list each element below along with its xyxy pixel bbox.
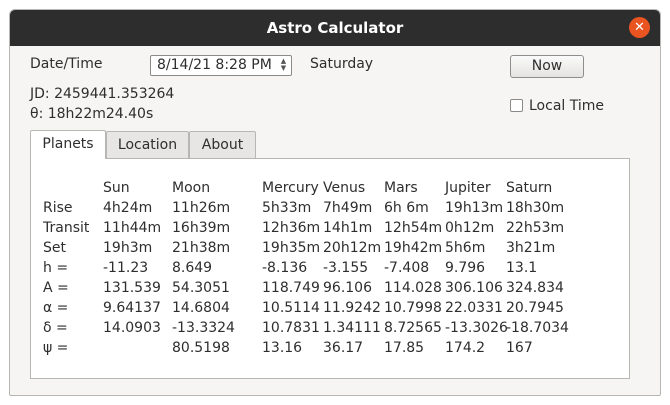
- julian-day-label: JD: 2459441.353264: [30, 86, 175, 102]
- astro-calculator-window: Astro Calculator ✕ Date/Time 8/14/21 8:2…: [9, 9, 661, 396]
- tab-planets[interactable]: Planets: [30, 130, 106, 159]
- table-cell: 174.2: [445, 340, 486, 356]
- row-label: Transit: [43, 220, 90, 236]
- table-cell: -7.408: [384, 260, 430, 276]
- datetime-value[interactable]: 8/14/21 8:28 PM: [157, 57, 272, 73]
- table-cell: 6h 6m: [384, 200, 429, 216]
- table-cell: 11h44m: [103, 220, 162, 236]
- table-cell: 17.85: [384, 340, 425, 356]
- planets-panel: Sun Moon Mercury Venus Mars Jupiter Saturn Rise…: [30, 158, 630, 379]
- table-cell: 10.7831: [262, 320, 320, 336]
- table-cell: 118.749: [262, 280, 320, 296]
- table-cell: 16h39m: [172, 220, 231, 236]
- table-cell: 114.028: [384, 280, 442, 296]
- table-cell: 14.0903: [103, 320, 161, 336]
- tab-about[interactable]: About: [189, 131, 256, 159]
- table-cell: -13.3324: [172, 320, 235, 336]
- table-cell: 20h12m: [323, 240, 382, 256]
- column-header: Sun: [103, 180, 130, 196]
- table-cell: 0h12m: [445, 220, 495, 236]
- table-cell: 36.17: [323, 340, 364, 356]
- table-cell: 5h33m: [262, 200, 312, 216]
- table-cell: 14h1m: [323, 220, 373, 236]
- table-cell: 54.3051: [172, 280, 230, 296]
- table-cell: -11.23: [103, 260, 149, 276]
- table-cell: -8.136: [262, 260, 308, 276]
- table-cell: 5h6m: [445, 240, 486, 256]
- column-header: Moon: [172, 180, 211, 196]
- table-cell: 9.64137: [103, 300, 161, 316]
- table-cell: 22.0331: [445, 300, 503, 316]
- table-cell: 131.539: [103, 280, 161, 296]
- table-cell: 21h38m: [172, 240, 231, 256]
- table-cell: 10.5114: [262, 300, 320, 316]
- table-cell: 12h54m: [384, 220, 443, 236]
- table-cell: 11.9242: [323, 300, 381, 316]
- window-title: Astro Calculator: [266, 19, 404, 37]
- table-cell: 167: [506, 340, 533, 356]
- table-cell: 19h3m: [103, 240, 153, 256]
- datetime-spinbox[interactable]: 8/14/21 8:28 PM ▲ ▼: [150, 55, 292, 76]
- table-cell: 7h49m: [323, 200, 373, 216]
- table-cell: 4h24m: [103, 200, 153, 216]
- local-time-label[interactable]: Local Time: [529, 98, 604, 114]
- datetime-label: Date/Time: [30, 56, 103, 72]
- table-cell: 80.5198: [172, 340, 230, 356]
- weekday-label: Saturday: [310, 56, 374, 72]
- table-cell: 19h35m: [262, 240, 321, 256]
- spin-arrows-icon[interactable]: ▲ ▼: [280, 57, 287, 72]
- row-label: α =: [43, 300, 69, 316]
- table-cell: 22h53m: [506, 220, 565, 236]
- close-icon[interactable]: ✕: [629, 17, 650, 38]
- table-cell: 12h36m: [262, 220, 321, 236]
- table-cell: -3.155: [323, 260, 369, 276]
- row-label: δ =: [43, 320, 68, 336]
- column-header: Jupiter: [445, 180, 491, 196]
- table-cell: -18.7034: [506, 320, 569, 336]
- column-header: Mars: [384, 180, 418, 196]
- table-cell: 8.72565: [384, 320, 442, 336]
- table-cell: 13.1: [506, 260, 538, 276]
- table-cell: 8.649: [172, 260, 213, 276]
- table-cell: 18h30m: [506, 200, 565, 216]
- tab-location[interactable]: Location: [106, 131, 189, 159]
- table-cell: 14.6804: [172, 300, 230, 316]
- table-cell: 9.796: [445, 260, 486, 276]
- row-label: Rise: [43, 200, 73, 216]
- table-cell: 306.106: [445, 280, 503, 296]
- table-cell: -13.3026: [445, 320, 508, 336]
- table-cell: 11h26m: [172, 200, 231, 216]
- table-cell: 19h13m: [445, 200, 504, 216]
- table-cell: 19h42m: [384, 240, 443, 256]
- sidereal-time-label: θ: 18h22m24.40s: [30, 106, 154, 122]
- table-cell: 96.106: [323, 280, 372, 296]
- row-label: ψ =: [43, 340, 69, 356]
- table-cell: 13.16: [262, 340, 303, 356]
- row-label: h =: [43, 260, 69, 276]
- table-cell: 20.7945: [506, 300, 564, 316]
- table-cell: 1.34111: [323, 320, 381, 336]
- table-cell: 324.834: [506, 280, 564, 296]
- column-header: Mercury: [262, 180, 319, 196]
- column-header: Venus: [323, 180, 366, 196]
- column-header: Saturn: [506, 180, 553, 196]
- row-label: Set: [43, 240, 66, 256]
- table-cell: 10.7998: [384, 300, 442, 316]
- now-button[interactable]: Now: [510, 55, 584, 78]
- table-cell: 3h21m: [506, 240, 556, 256]
- local-time-checkbox[interactable]: [510, 99, 523, 112]
- title-bar[interactable]: Astro Calculator ✕: [10, 10, 660, 46]
- row-label: A =: [43, 280, 69, 296]
